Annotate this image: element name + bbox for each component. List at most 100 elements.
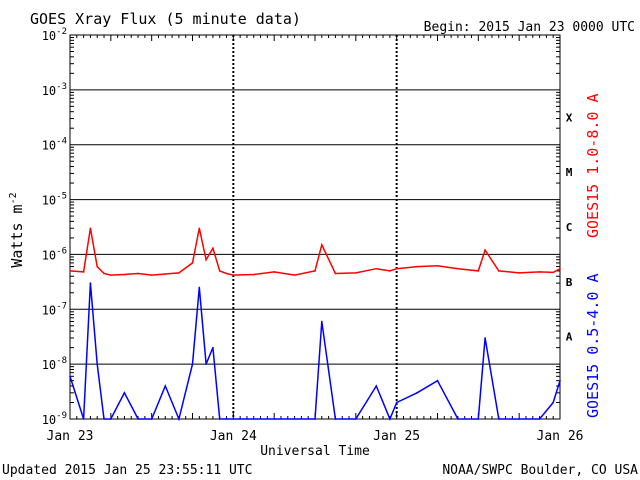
flare-class-label: X xyxy=(566,111,573,124)
y-axis-ticks: 10-2 10-3 10-4 10-5 10-6 10-7 10-8 10-9 xyxy=(42,27,67,427)
data-point-short xyxy=(497,418,500,420)
data-point-short xyxy=(375,385,378,387)
data-point-long xyxy=(96,265,99,268)
credit-text: NOAA/SWPC Boulder, CO USA xyxy=(442,463,638,478)
data-point-short xyxy=(191,363,194,365)
data-point-short xyxy=(205,363,207,365)
y-tick-label: 10-6 xyxy=(42,246,67,262)
y-tick-label: 10-2 xyxy=(42,27,67,43)
data-point-long xyxy=(293,274,296,276)
x-axis-ticks: Jan 23 Jan 24 Jan 25 Jan 26 xyxy=(47,429,584,444)
data-point-short xyxy=(477,418,480,420)
data-point-short xyxy=(123,392,126,394)
begin-label: Begin: 2015 Jan 23 0000 UTC xyxy=(424,20,635,35)
data-point-long xyxy=(559,267,561,270)
y-tick-label: 10-5 xyxy=(42,192,67,208)
data-point-short xyxy=(137,418,139,420)
data-point-short xyxy=(552,401,554,404)
data-point-short xyxy=(96,363,99,365)
series-label-long: GOES15 1.0-8.0 A xyxy=(584,94,602,239)
data-point-long xyxy=(69,270,71,272)
data-point-short xyxy=(321,320,323,323)
data-point-short xyxy=(89,282,92,284)
data-point-long xyxy=(137,272,139,275)
data-point-short xyxy=(252,418,255,420)
data-point-short xyxy=(559,379,561,382)
data-point-short xyxy=(389,418,391,420)
flare-class-label: C xyxy=(566,221,573,234)
data-point-short xyxy=(518,418,520,420)
data-point-short xyxy=(457,418,459,420)
data-point-long xyxy=(225,272,228,275)
data-point-long xyxy=(436,265,439,267)
data-point-short xyxy=(82,418,85,420)
data-point-long xyxy=(477,270,480,272)
y-axis-label: Watts m-2 xyxy=(8,192,26,267)
series-line-long xyxy=(69,228,561,276)
data-point-long xyxy=(123,273,126,276)
data-point-long xyxy=(273,271,275,273)
data-point-long xyxy=(218,270,221,272)
data-point-long xyxy=(150,274,153,276)
series-layer xyxy=(69,227,561,422)
data-point-long xyxy=(82,271,85,273)
data-point-short xyxy=(218,418,221,420)
data-point-long xyxy=(518,272,520,274)
plot-frame xyxy=(69,34,561,420)
data-point-long xyxy=(164,273,167,275)
data-point-short xyxy=(314,418,316,420)
data-point-long xyxy=(355,272,357,274)
data-point-short xyxy=(178,418,180,420)
flare-class-label: B xyxy=(566,276,573,289)
data-point-long xyxy=(321,243,323,246)
data-point-short xyxy=(164,385,167,387)
data-point-long xyxy=(89,227,92,230)
data-point-long xyxy=(191,262,194,264)
data-point-long xyxy=(538,271,541,273)
data-point-long xyxy=(314,270,316,272)
data-point-short xyxy=(538,418,541,420)
data-point-long xyxy=(205,258,207,261)
x-tick-label: Jan 24 xyxy=(210,429,257,444)
data-point-short xyxy=(436,379,439,382)
data-point-long xyxy=(103,272,105,275)
data-point-short xyxy=(484,337,486,339)
chart-title: GOES Xray Flux (5 minute data) xyxy=(30,10,301,28)
y-tick-label: 10-3 xyxy=(42,82,67,98)
data-point-long xyxy=(375,267,378,270)
data-point-long xyxy=(334,272,337,275)
x-axis-label: Universal Time xyxy=(260,444,370,459)
y-axis-label-exponent: -2 xyxy=(8,192,19,204)
data-point-long xyxy=(178,272,180,274)
data-point-long xyxy=(497,270,500,272)
y-tick-label: 10-7 xyxy=(42,301,67,317)
x-tick-label: Jan 23 xyxy=(47,429,94,444)
data-point-short xyxy=(225,418,228,420)
plot-area xyxy=(69,34,561,420)
data-point-long xyxy=(198,227,201,230)
data-point-long xyxy=(252,273,255,276)
data-point-short xyxy=(212,346,214,349)
legend-short-channel: GOES15 0.5-4.0 A xyxy=(584,274,602,419)
data-point-short xyxy=(395,401,398,404)
x-tick-label: Jan 25 xyxy=(373,429,420,444)
updated-timestamp: Updated 2015 Jan 25 23:55:11 UTC xyxy=(2,463,252,478)
flare-class-labels: X M C B A xyxy=(566,111,573,343)
svg-text:Watts m-2: Watts m-2 xyxy=(8,192,26,267)
data-point-long xyxy=(416,265,418,268)
data-point-short xyxy=(334,418,337,420)
y-axis-label-text: Watts m xyxy=(8,204,26,267)
data-point-long xyxy=(484,249,486,251)
data-point-short xyxy=(110,418,112,420)
series-label-short: GOES15 0.5-4.0 A xyxy=(584,274,602,419)
data-point-short xyxy=(416,392,418,394)
series-line-short xyxy=(69,283,561,422)
flare-class-label: A xyxy=(566,331,573,344)
y-tick-label: 10-4 xyxy=(42,137,67,153)
data-point-long xyxy=(212,247,214,249)
data-point-long xyxy=(552,271,554,274)
data-point-short xyxy=(69,375,71,378)
y-tick-label: 10-8 xyxy=(42,356,67,372)
data-point-short xyxy=(293,418,296,420)
